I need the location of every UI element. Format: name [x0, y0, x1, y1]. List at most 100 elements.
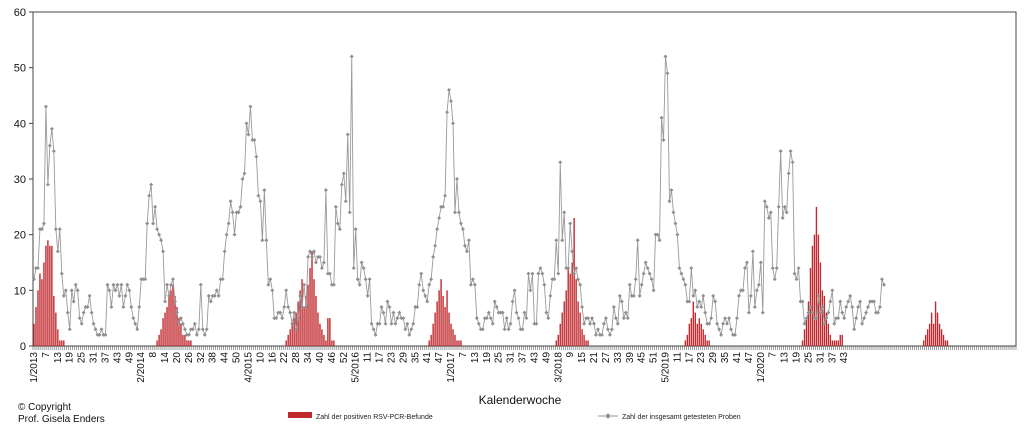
bar	[33, 323, 35, 346]
point	[79, 321, 84, 326]
point	[145, 221, 150, 226]
point	[536, 271, 541, 276]
point	[161, 249, 166, 254]
point	[776, 204, 781, 209]
point	[401, 316, 406, 321]
x-tick-label: 19	[65, 352, 76, 364]
point	[282, 305, 287, 310]
point	[387, 305, 392, 310]
point	[760, 310, 765, 315]
point	[848, 293, 853, 298]
point	[200, 327, 205, 332]
point	[552, 277, 557, 282]
bar-series	[33, 206, 949, 346]
point	[35, 266, 40, 271]
point	[838, 299, 843, 304]
point	[750, 249, 755, 254]
point	[723, 316, 728, 321]
point	[800, 299, 805, 304]
point	[125, 282, 130, 287]
point	[419, 271, 424, 276]
point	[625, 316, 630, 321]
bar	[301, 279, 303, 346]
bar	[686, 334, 689, 346]
point	[377, 321, 382, 326]
point	[603, 316, 608, 321]
point	[236, 210, 241, 215]
point	[460, 227, 465, 232]
point	[560, 238, 565, 243]
point	[284, 288, 289, 293]
bar	[63, 340, 65, 346]
point	[262, 188, 267, 193]
x-tick-label: 10	[255, 352, 266, 364]
copyright-notice: © Copyright Prof. Gisela Enders	[18, 402, 105, 426]
point	[397, 310, 402, 315]
y-tick-label: 40	[14, 118, 26, 130]
point	[858, 299, 863, 304]
bar	[190, 340, 192, 346]
point	[846, 299, 851, 304]
point	[685, 299, 690, 304]
point	[711, 293, 716, 298]
x-tick-label: 23	[386, 352, 397, 364]
point	[578, 282, 583, 287]
bar	[59, 340, 61, 346]
point	[840, 310, 845, 315]
bar	[811, 245, 814, 346]
bar	[924, 334, 927, 346]
point	[651, 288, 656, 293]
point	[546, 316, 551, 321]
point	[864, 310, 869, 315]
bar	[585, 340, 587, 346]
point	[439, 204, 444, 209]
bar	[428, 340, 430, 346]
point	[429, 277, 434, 282]
point	[182, 327, 187, 332]
x-tick-label: 52	[339, 352, 350, 364]
bar	[936, 312, 939, 346]
point	[542, 282, 547, 287]
point	[729, 327, 734, 332]
point	[95, 332, 100, 337]
point	[51, 149, 56, 154]
point	[645, 266, 650, 271]
x-tick-label: 35	[410, 352, 421, 364]
x-tick-label: 5/2016	[351, 352, 362, 383]
point	[53, 227, 58, 232]
point	[486, 310, 491, 315]
point	[784, 210, 789, 215]
bar	[446, 290, 448, 346]
y-tick-label: 20	[14, 230, 26, 242]
x-tick-label: 33	[613, 352, 624, 364]
x-tick-label: 43	[839, 352, 850, 364]
point	[228, 199, 233, 204]
point	[449, 99, 454, 104]
point	[85, 305, 90, 310]
point	[292, 310, 297, 315]
point	[212, 293, 217, 298]
point	[194, 332, 199, 337]
bar	[579, 312, 581, 346]
point	[415, 305, 420, 310]
x-tick-label: 9	[565, 352, 576, 358]
point	[218, 277, 223, 282]
point	[609, 327, 614, 332]
x-axis-label: Kalenderwoche	[479, 393, 562, 407]
point	[804, 316, 809, 321]
point	[641, 271, 646, 276]
point	[37, 227, 42, 232]
point	[550, 277, 555, 282]
point	[689, 266, 694, 271]
legend-label-line: Zahl der insgesamt getesteten Proben	[622, 414, 741, 421]
point	[484, 316, 489, 321]
bar	[303, 307, 305, 346]
bar	[813, 234, 816, 346]
bar	[831, 340, 834, 346]
point	[516, 316, 521, 321]
point	[270, 288, 275, 293]
bar	[565, 290, 567, 346]
point	[474, 316, 479, 321]
bar	[696, 323, 698, 346]
bar	[803, 329, 806, 346]
